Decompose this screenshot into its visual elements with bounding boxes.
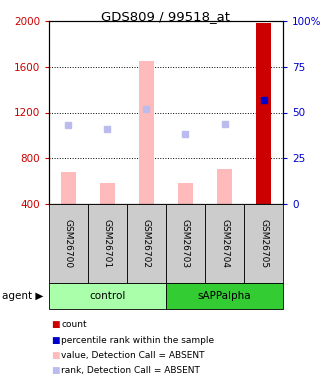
- Bar: [88, 204, 127, 283]
- Text: control: control: [89, 291, 126, 301]
- Text: GSM26701: GSM26701: [103, 219, 112, 268]
- Text: agent ▶: agent ▶: [2, 291, 43, 301]
- Text: value, Detection Call = ABSENT: value, Detection Call = ABSENT: [61, 351, 205, 360]
- Text: ■: ■: [51, 320, 60, 329]
- Text: ■: ■: [51, 336, 60, 345]
- Text: GDS809 / 99518_at: GDS809 / 99518_at: [101, 10, 230, 24]
- Bar: [61, 172, 76, 204]
- Bar: [217, 169, 232, 204]
- Text: percentile rank within the sample: percentile rank within the sample: [61, 336, 214, 345]
- Text: GSM26703: GSM26703: [181, 219, 190, 268]
- Text: rank, Detection Call = ABSENT: rank, Detection Call = ABSENT: [61, 366, 200, 375]
- Text: count: count: [61, 320, 87, 329]
- Bar: [49, 283, 166, 309]
- Bar: [166, 204, 205, 283]
- Text: GSM26700: GSM26700: [64, 219, 73, 268]
- Bar: [100, 183, 115, 204]
- Text: GSM26705: GSM26705: [259, 219, 268, 268]
- Bar: [256, 23, 271, 204]
- Text: GSM26704: GSM26704: [220, 219, 229, 268]
- Bar: [49, 204, 88, 283]
- Bar: [244, 204, 283, 283]
- Text: ■: ■: [51, 351, 60, 360]
- Text: ■: ■: [51, 366, 60, 375]
- Text: GSM26702: GSM26702: [142, 219, 151, 268]
- Bar: [139, 61, 154, 204]
- Bar: [127, 204, 166, 283]
- Bar: [178, 183, 193, 204]
- Text: sAPPalpha: sAPPalpha: [198, 291, 251, 301]
- Bar: [205, 204, 244, 283]
- Bar: [166, 283, 283, 309]
